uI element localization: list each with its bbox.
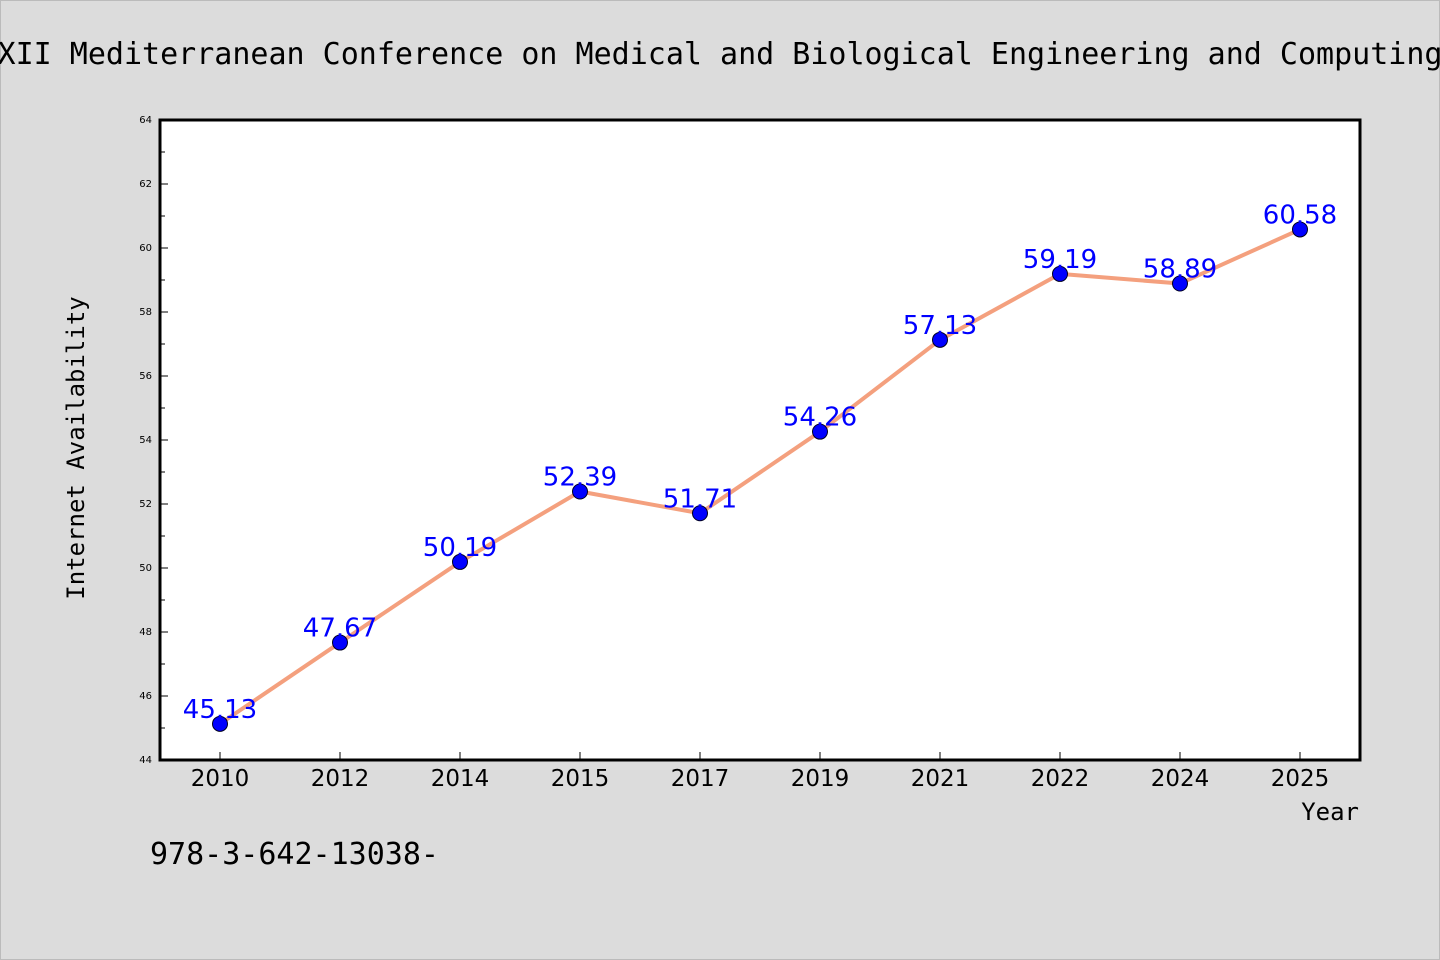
- x-tick-label: 2010: [191, 766, 250, 792]
- y-tick-label: 56: [139, 371, 152, 382]
- x-tick-label: 2025: [1271, 766, 1330, 792]
- chart-title: XII Mediterranean Conference on Medical …: [0, 37, 1440, 72]
- x-tick-label: 2022: [1031, 766, 1090, 792]
- y-axis-title: Internet Availability: [62, 296, 90, 599]
- plot-frame: [158, 118, 1362, 762]
- data-label: 58.89: [1143, 255, 1217, 285]
- data-label: 51.71: [663, 484, 737, 514]
- data-point: [1052, 265, 1068, 282]
- y-tick-label: 62: [139, 179, 152, 190]
- data-labels: 45.13 47.67 50.19 52.39 51.71 54.26 57.13 59.19…: [183, 200, 1337, 724]
- y-tick-label: 44: [139, 755, 152, 766]
- x-tick-label: 2017: [671, 766, 730, 792]
- x-tick-label: 2019: [791, 766, 850, 792]
- y-tick-label: 64: [139, 115, 152, 126]
- data-label: 47.67: [303, 614, 377, 644]
- series-line: [218, 227, 1302, 726]
- footer-isbn: 978-3-642-13038-: [150, 837, 439, 872]
- y-tick-label: 60: [139, 243, 152, 254]
- data-point: [932, 331, 948, 348]
- data-point: [1292, 221, 1308, 238]
- y-tick-label: 48: [139, 627, 152, 638]
- data-label: 54.26: [783, 403, 857, 433]
- y-tick-label: 54: [139, 435, 152, 446]
- data-point: [332, 634, 348, 651]
- x-tick-label: 2021: [911, 766, 970, 792]
- data-label: 50.19: [423, 533, 497, 563]
- data-point: [692, 505, 708, 522]
- data-label: 60.58: [1263, 200, 1337, 230]
- plot-area: [160, 120, 1360, 760]
- data-point: [572, 483, 588, 500]
- y-tick-label: 50: [139, 563, 152, 574]
- x-tick-label: 2014: [431, 766, 490, 792]
- x-axis: 2010 2012 2014 2015 2017 2019 2021 2022 2024 2025: [191, 752, 1330, 792]
- data-label: 59.19: [1023, 245, 1097, 275]
- data-point: [452, 553, 468, 570]
- x-tick-label: 2012: [311, 766, 370, 792]
- y-tick-label: 46: [139, 691, 152, 702]
- x-tick-label: 2015: [551, 766, 610, 792]
- data-label: 52.39: [543, 463, 617, 493]
- data-label: 45.13: [183, 695, 257, 725]
- x-axis-title: Year: [1301, 798, 1359, 826]
- y-axis: 44 46 48 50 52 54 56 58 60 62 64: [139, 115, 168, 766]
- y-tick-label: 58: [139, 307, 152, 318]
- y-tick-label: 52: [139, 499, 152, 510]
- data-point: [1172, 275, 1188, 292]
- data-label: 57.13: [903, 311, 977, 341]
- data-point: [212, 715, 228, 732]
- x-tick-label: 2024: [1151, 766, 1210, 792]
- data-point: [812, 423, 828, 440]
- data-markers: [212, 221, 1308, 732]
